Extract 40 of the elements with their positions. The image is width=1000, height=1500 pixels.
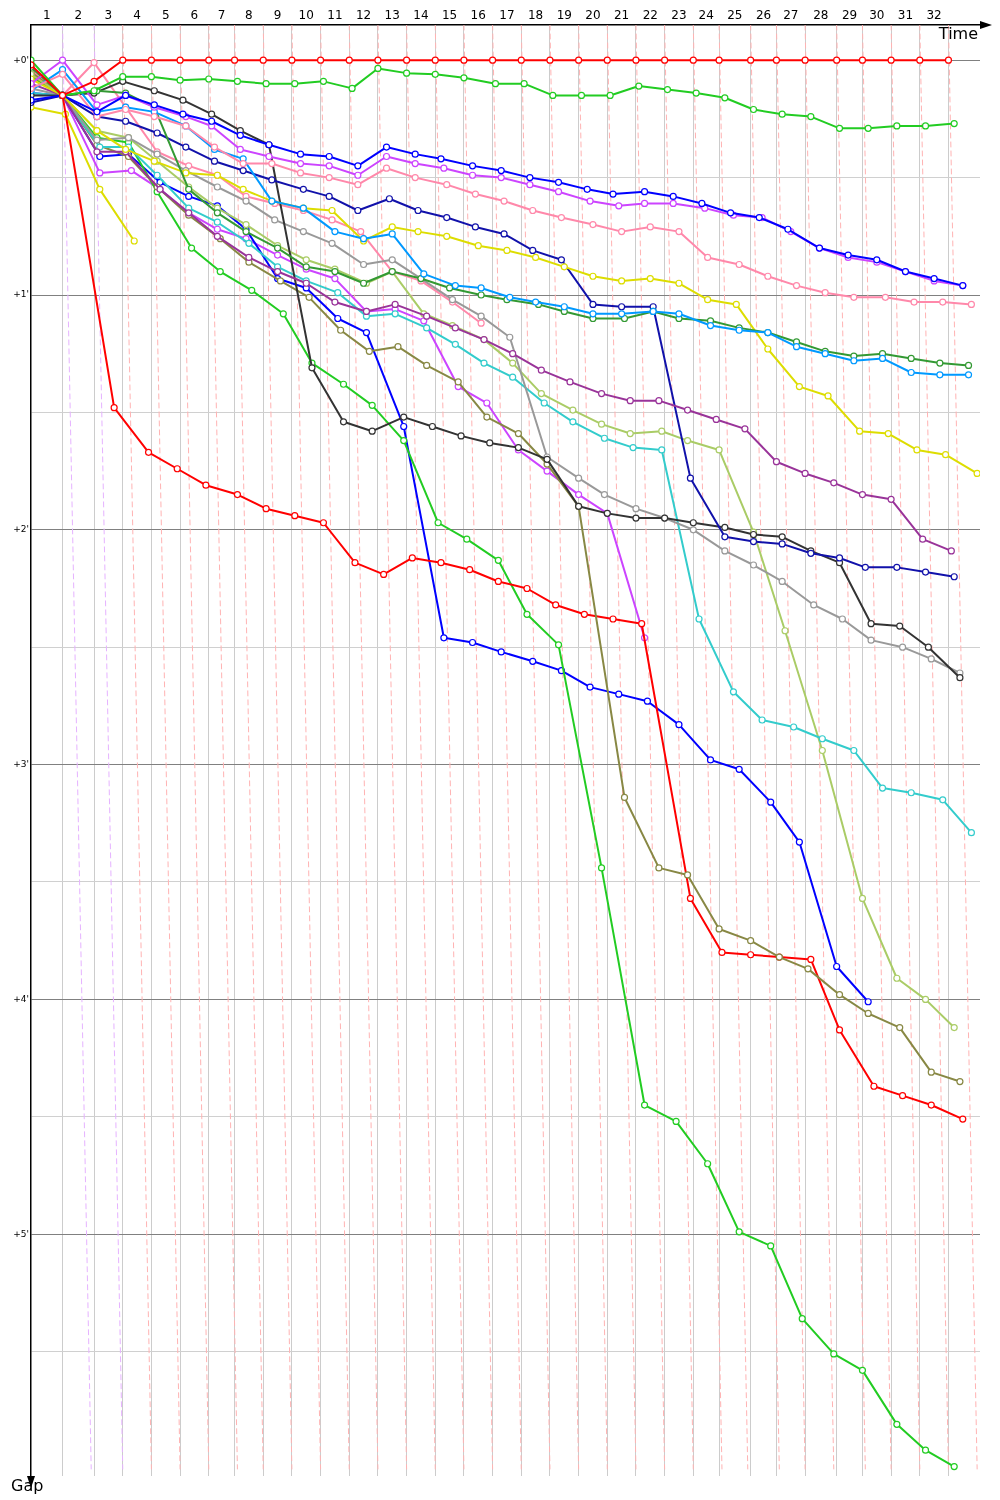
x-tick-label: 14 — [413, 7, 429, 22]
x-tick-label: 21 — [613, 7, 630, 22]
x-tick-label: 30 — [869, 7, 885, 22]
x-tick-label: 23 — [671, 7, 687, 22]
x-tick-label: 19 — [556, 7, 572, 22]
x-tick-label: 8 — [245, 7, 253, 22]
x-axis-title: Time — [937, 24, 978, 44]
y-tick-label: +3' — [13, 758, 29, 769]
x-tick-label: 1 — [42, 7, 51, 22]
x-tick-label: 15 — [441, 7, 458, 22]
x-tick-label: 13 — [384, 7, 400, 22]
x-tick-label: 24 — [698, 7, 714, 22]
x-tick-label: 18 — [527, 7, 544, 22]
y-tick-label: +5' — [13, 1228, 29, 1239]
x-tick-label: 16 — [470, 7, 486, 22]
x-tick-label: 17 — [499, 7, 515, 22]
x-tick-label: 4 — [133, 7, 141, 22]
y-tick-label: +1' — [13, 289, 29, 300]
x-tick-label: 9 — [273, 7, 282, 22]
x-tick-label: 22 — [642, 7, 658, 22]
y-tick-label: +2' — [13, 524, 29, 535]
x-tick-label: 27 — [783, 7, 799, 22]
y-tick-label: +4' — [13, 993, 29, 1004]
x-tick-label: 26 — [755, 7, 772, 22]
x-tick-label: 20 — [585, 7, 601, 22]
x-tick-label: 31 — [897, 7, 914, 22]
x-tick-label: 5 — [161, 7, 170, 22]
x-tick-label: 2 — [74, 7, 83, 22]
x-tick-label: 29 — [841, 7, 858, 22]
y-axis-title: Gap — [11, 1476, 44, 1496]
x-tick-label: 28 — [813, 7, 829, 22]
x-tick-label: 7 — [217, 7, 226, 22]
x-tick-label: 3 — [104, 7, 113, 22]
x-tick-label: 11 — [327, 7, 343, 22]
x-tick-label: 25 — [727, 7, 743, 22]
x-tick-label: 6 — [190, 7, 199, 22]
x-tick-label: 12 — [355, 7, 372, 22]
x-tick-label: 10 — [298, 7, 314, 22]
y-tick-label: +0' — [13, 54, 29, 65]
x-tick-label: 32 — [926, 7, 942, 22]
